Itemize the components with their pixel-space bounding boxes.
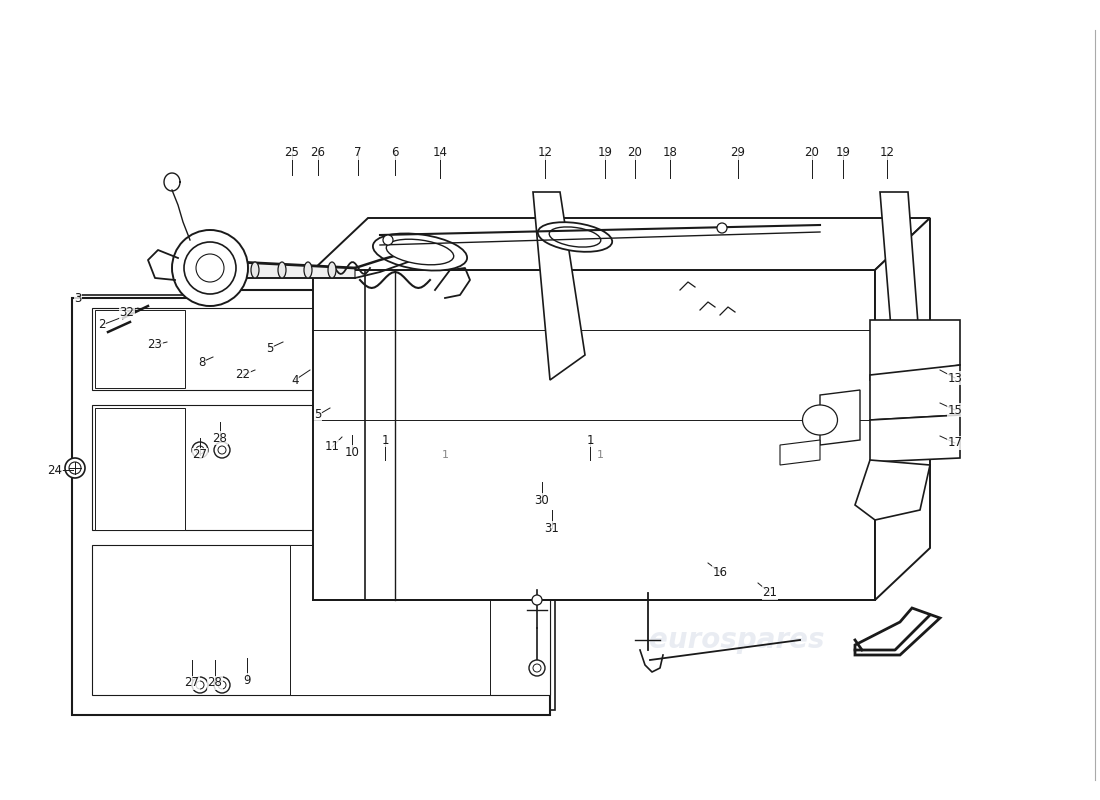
Text: 25: 25 (285, 146, 299, 159)
Polygon shape (238, 262, 355, 278)
Text: 27: 27 (185, 677, 199, 690)
Text: 29: 29 (730, 146, 746, 159)
Text: 1: 1 (596, 450, 604, 460)
Circle shape (383, 235, 393, 245)
Text: 6: 6 (392, 146, 398, 159)
Text: 15: 15 (947, 403, 962, 417)
Text: eurospares: eurospares (176, 626, 352, 654)
Text: 27: 27 (192, 449, 208, 462)
Polygon shape (95, 408, 185, 530)
Polygon shape (855, 608, 940, 655)
Text: 32: 32 (120, 306, 134, 318)
Polygon shape (855, 460, 930, 520)
Text: 1: 1 (586, 434, 594, 446)
Circle shape (218, 681, 226, 689)
Polygon shape (870, 365, 960, 420)
Text: 21: 21 (762, 586, 778, 599)
Text: 31: 31 (544, 522, 560, 534)
Text: 12: 12 (538, 146, 552, 159)
Circle shape (69, 462, 81, 474)
Text: eurospares: eurospares (176, 306, 352, 334)
Circle shape (196, 446, 204, 454)
Text: 3: 3 (75, 291, 81, 305)
Circle shape (65, 458, 85, 478)
Ellipse shape (278, 262, 286, 278)
Circle shape (534, 664, 541, 672)
Text: 24: 24 (47, 463, 63, 477)
Polygon shape (314, 270, 874, 600)
Text: 8: 8 (198, 355, 206, 369)
Text: 18: 18 (662, 146, 678, 159)
Polygon shape (92, 545, 550, 695)
Circle shape (192, 442, 208, 458)
Text: 28: 28 (212, 431, 228, 445)
Ellipse shape (386, 239, 453, 265)
Polygon shape (72, 290, 550, 715)
Text: 20: 20 (628, 146, 642, 159)
Text: 5: 5 (266, 342, 274, 354)
Text: 19: 19 (836, 146, 850, 159)
Text: 5: 5 (315, 409, 321, 422)
Ellipse shape (328, 262, 336, 278)
Polygon shape (534, 192, 585, 380)
Text: 10: 10 (344, 446, 360, 458)
Ellipse shape (373, 234, 468, 270)
Text: 30: 30 (535, 494, 549, 506)
Text: 17: 17 (947, 437, 962, 450)
Text: 16: 16 (713, 566, 727, 578)
Circle shape (196, 681, 204, 689)
Circle shape (529, 660, 544, 676)
Text: 4: 4 (292, 374, 299, 386)
Ellipse shape (538, 222, 613, 252)
Text: 2: 2 (98, 318, 106, 331)
Polygon shape (780, 440, 820, 465)
Polygon shape (880, 192, 920, 378)
Polygon shape (95, 310, 185, 388)
Ellipse shape (304, 262, 312, 278)
Text: 12: 12 (880, 146, 894, 159)
Polygon shape (92, 405, 550, 530)
Ellipse shape (251, 262, 258, 278)
Circle shape (218, 446, 226, 454)
Circle shape (172, 230, 248, 306)
Text: 11: 11 (324, 441, 340, 454)
Text: 19: 19 (597, 146, 613, 159)
Polygon shape (78, 295, 556, 710)
Ellipse shape (549, 227, 601, 247)
Text: 1: 1 (441, 450, 449, 460)
Text: 23: 23 (147, 338, 163, 351)
Text: 22: 22 (235, 369, 251, 382)
Circle shape (214, 442, 230, 458)
Text: 7: 7 (354, 146, 362, 159)
Polygon shape (92, 308, 550, 390)
Circle shape (192, 677, 208, 693)
Polygon shape (870, 320, 960, 380)
Polygon shape (314, 218, 930, 270)
Text: 1: 1 (382, 434, 388, 446)
Polygon shape (870, 415, 960, 462)
Text: 13: 13 (947, 371, 962, 385)
Text: 9: 9 (243, 674, 251, 686)
Circle shape (717, 223, 727, 233)
Circle shape (532, 595, 542, 605)
Circle shape (184, 242, 236, 294)
Polygon shape (820, 390, 860, 445)
Ellipse shape (803, 405, 837, 435)
Text: eurospares: eurospares (649, 626, 825, 654)
Text: 28: 28 (208, 677, 222, 690)
Text: 26: 26 (310, 146, 326, 159)
Text: 20: 20 (804, 146, 820, 159)
Polygon shape (290, 545, 490, 695)
Text: eurospares: eurospares (649, 306, 825, 334)
Circle shape (196, 254, 224, 282)
Circle shape (214, 677, 230, 693)
Polygon shape (874, 218, 929, 600)
Text: 14: 14 (432, 146, 448, 159)
